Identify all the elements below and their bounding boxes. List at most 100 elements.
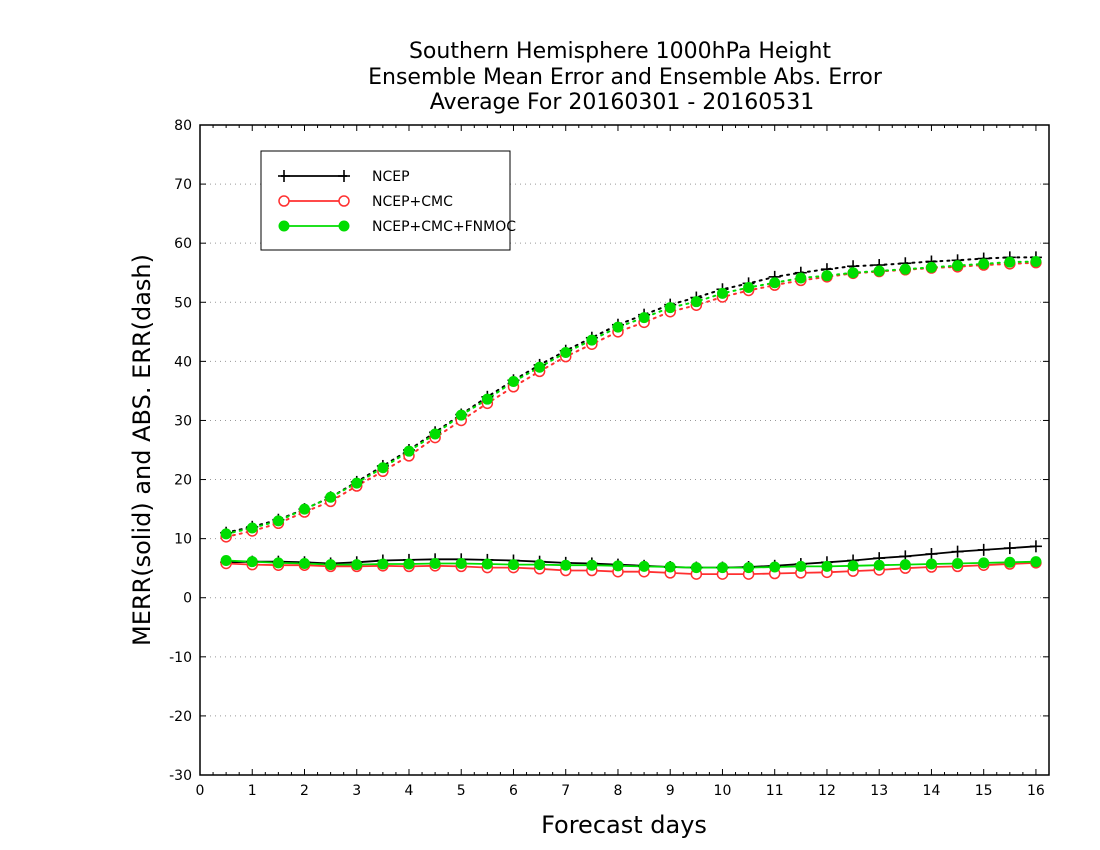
- abs-err-point-ncep-cmc-fnmoc: [664, 302, 676, 314]
- y-tick-label: -30: [169, 768, 192, 784]
- abs-err-point-ncep-cmc-fnmoc: [847, 267, 859, 279]
- abs-err-point-ncep-cmc-fnmoc: [899, 263, 911, 275]
- abs-err-point-ncep-cmc-fnmoc: [690, 296, 702, 308]
- y-tick-label: 80: [174, 118, 192, 134]
- y-tick-label: 0: [183, 591, 192, 607]
- merr-point-ncep-cmc-fnmoc: [429, 557, 441, 569]
- abs-err-point-ncep-cmc-fnmoc: [272, 515, 284, 527]
- merr-point-ncep-cmc-fnmoc: [873, 559, 885, 571]
- x-tick-label: 3: [352, 783, 361, 799]
- abs-err-point-ncep-cmc-fnmoc: [821, 270, 833, 282]
- merr-point-ncep: [951, 545, 964, 558]
- merr-point-ncep-cmc-fnmoc: [1030, 556, 1042, 568]
- merr-point-ncep-cmc-fnmoc: [507, 559, 519, 571]
- abs-err-point-ncep-cmc-fnmoc: [952, 260, 964, 272]
- x-tick-label: 0: [196, 783, 205, 799]
- abs-err-point-ncep-cmc-fnmoc: [325, 491, 337, 503]
- y-tick-label: 40: [174, 354, 192, 370]
- x-tick-label: 2: [300, 783, 309, 799]
- merr-point-ncep-cmc-fnmoc: [690, 562, 702, 574]
- merr-point-ncep: [1003, 542, 1016, 555]
- merr-point-ncep-cmc-fnmoc: [403, 558, 415, 570]
- x-tick-label: 6: [509, 783, 518, 799]
- legend: NCEP NCEP+CMC NCEP+CMC+FNMOC: [260, 150, 516, 251]
- merr-point-ncep-cmc-fnmoc: [481, 558, 493, 570]
- merr-point-ncep-cmc-fnmoc: [272, 557, 284, 569]
- chart-title: Southern Hemisphere 1000hPa Height Ensem…: [368, 39, 883, 115]
- abs-err-point-ncep-cmc-fnmoc: [220, 528, 232, 540]
- y-tick-label: 30: [174, 413, 192, 429]
- merr-point-ncep: [925, 548, 938, 560]
- title-line-2: Ensemble Mean Error and Ensemble Abs. Er…: [368, 65, 883, 90]
- merr-point-ncep-cmc-fnmoc: [325, 559, 337, 571]
- abs-err-point-ncep-cmc-fnmoc: [769, 277, 781, 289]
- merr-point-ncep-cmc-fnmoc: [351, 559, 363, 571]
- merr-point-ncep-cmc-fnmoc: [743, 562, 755, 574]
- abs-err-point-ncep-cmc-fnmoc: [925, 261, 937, 273]
- grid-lines: [200, 183, 1049, 717]
- y-tick-label: 20: [174, 473, 192, 489]
- merr-point-ncep-cmc-fnmoc: [455, 557, 467, 569]
- merr-point-ncep-cmc-fnmoc: [220, 555, 232, 566]
- merr-point-ncep-cmc-fnmoc: [586, 559, 598, 571]
- abs-err-point-ncep-cmc-fnmoc: [612, 321, 624, 333]
- abs-err-point-ncep-cmc-fnmoc: [429, 428, 441, 440]
- merr-point-ncep-cmc-fnmoc: [1004, 556, 1016, 568]
- legend-marker-ncep-cmc-fnmoc: [278, 220, 290, 232]
- legend-label-ncep-cmc: NCEP+CMC: [372, 194, 453, 210]
- legend-marker-ncep-cmc: [338, 195, 350, 207]
- merr-point-ncep-cmc-fnmoc: [978, 557, 990, 569]
- abs-err-line-ncep: [225, 256, 1037, 534]
- y-tick-label: 50: [174, 295, 192, 311]
- abs-err-point-ncep-cmc-fnmoc: [743, 282, 755, 293]
- legend-marker-ncep: [278, 170, 290, 182]
- y-tick-label: 10: [174, 532, 192, 548]
- abs-err-point-ncep-cmc-fnmoc: [377, 462, 389, 474]
- title-line-3: Average For 20160301 - 20160531: [430, 90, 815, 115]
- title-line-1: Southern Hemisphere 1000hPa Height: [409, 39, 831, 64]
- y-tick-label: 60: [174, 236, 192, 252]
- merr-point-ncep-cmc-fnmoc: [769, 561, 781, 573]
- x-tick-label: 16: [1027, 783, 1045, 799]
- abs-err-point-ncep-cmc-fnmoc: [455, 409, 467, 421]
- abs-err-point-ncep-cmc-fnmoc: [638, 312, 650, 324]
- x-tick-label: 14: [923, 783, 941, 799]
- merr-point-ncep-cmc-fnmoc: [638, 560, 650, 572]
- merr-point-ncep-cmc-fnmoc: [795, 560, 807, 572]
- y-axis-title: MERR(solid) and ABS. ERR(dash): [128, 254, 156, 646]
- legend-label-ncep: NCEP: [372, 169, 410, 185]
- merr-point-ncep-cmc-fnmoc: [377, 558, 389, 570]
- x-axis-title: Forecast days: [541, 811, 707, 839]
- plot-frame: [199, 124, 1050, 776]
- abs-err-point-ncep-cmc-fnmoc: [586, 334, 598, 346]
- plot-area: [220, 251, 1042, 580]
- x-tick-label: 15: [975, 783, 993, 799]
- abs-err-point-ncep-cmc-fnmoc: [560, 347, 572, 358]
- merr-point-ncep-cmc-fnmoc: [899, 559, 911, 571]
- x-tick-label: 1: [248, 783, 257, 799]
- legend-marker-ncep-cmc-fnmoc: [338, 220, 350, 232]
- merr-point-ncep-cmc-fnmoc: [925, 558, 937, 570]
- y-tick-label: -20: [169, 709, 192, 725]
- abs-err-point-ncep-cmc-fnmoc: [795, 272, 807, 284]
- legend-marker-ncep: [338, 170, 350, 182]
- x-tick-label: 11: [766, 783, 784, 799]
- legend-marker-ncep-cmc: [278, 195, 290, 207]
- abs-err-point-ncep-cmc-fnmoc: [351, 477, 363, 489]
- x-tick-label: 8: [614, 783, 623, 799]
- merr-point-ncep: [977, 543, 990, 556]
- abs-err-point-ncep-cmc-fnmoc: [1004, 256, 1016, 268]
- abs-err-point-ncep-cmc-fnmoc: [978, 258, 990, 270]
- x-tick-label: 10: [714, 783, 732, 799]
- legend-label-ncep-cmc-fnmoc: NCEP+CMC+FNMOC: [372, 219, 516, 235]
- x-tick-label: 9: [666, 783, 675, 799]
- abs-err-point-ncep-cmc-fnmoc: [246, 522, 258, 534]
- abs-err-point-ncep-cmc-fnmoc: [534, 361, 546, 373]
- merr-point-ncep-cmc-fnmoc: [246, 556, 258, 568]
- x-tick-label: 7: [561, 783, 570, 799]
- merr-point-ncep-cmc-fnmoc: [612, 560, 624, 572]
- merr-point-ncep: [1029, 540, 1042, 553]
- merr-point-ncep-cmc-fnmoc: [664, 561, 676, 573]
